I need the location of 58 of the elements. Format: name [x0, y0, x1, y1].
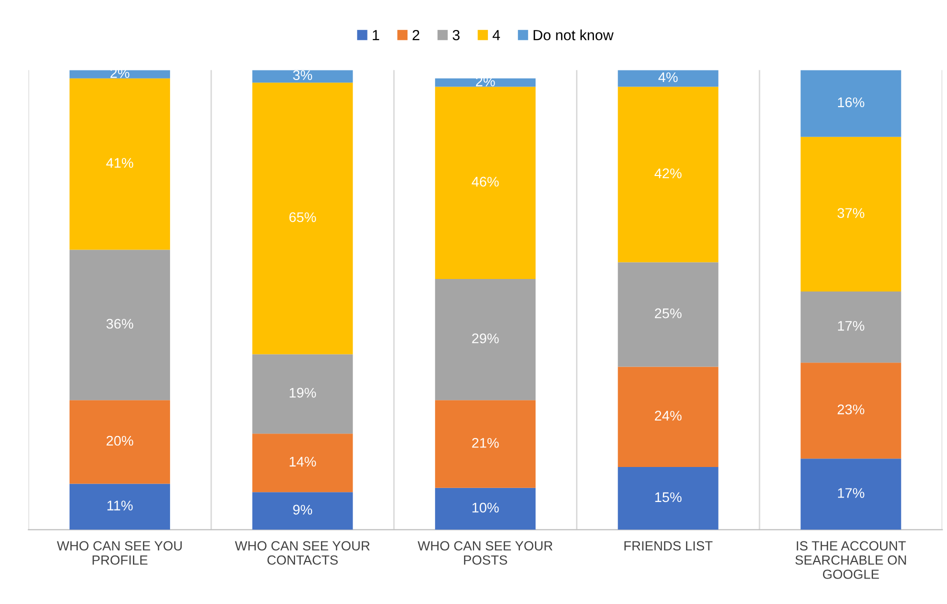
data-label: 41% [106, 158, 134, 168]
bar [435, 78, 536, 87]
bar [800, 136, 902, 292]
data-label: 15% [655, 492, 682, 502]
data-label: 9% [293, 504, 312, 515]
data-label: 10% [472, 502, 499, 513]
bar [618, 467, 718, 530]
bar [618, 366, 718, 468]
bar [252, 434, 353, 492]
data-label: 21% [472, 438, 499, 448]
data-label: 4% [658, 72, 678, 82]
x-tick-label: FRIENDS LIST [624, 541, 713, 551]
data-label: 11% [107, 500, 133, 510]
data-label: 65% [289, 212, 316, 222]
bar [435, 86, 536, 279]
bar [252, 492, 353, 530]
x-tick-label: WHO CAN SEE YOU PROFILE [56, 541, 182, 565]
data-label: 23% [838, 404, 864, 414]
bar [70, 484, 170, 530]
data-label: 25% [654, 308, 682, 318]
x-tick-label: WHO CAN SEE YOUR POSTS [418, 541, 552, 565]
legend-label: 2 [412, 30, 420, 40]
bar [252, 70, 353, 83]
bar [800, 292, 902, 363]
data-label: 3% [293, 70, 312, 80]
data-label: 17% [838, 488, 864, 498]
bar [70, 250, 170, 400]
x-tick-label: IS THE ACCOUNT SEARCHABLE ON GOOGLE [795, 541, 906, 579]
data-label: 20% [106, 436, 134, 446]
x-tick-label: WHO CAN SEE YOUR CONTACTS [234, 541, 370, 565]
bar [70, 400, 170, 484]
data-label: 36% [106, 318, 134, 329]
legend-label: 1 [372, 30, 380, 40]
data-label: 46% [472, 176, 499, 187]
data-label: 42% [654, 168, 682, 178]
legend-label: 3 [452, 30, 460, 40]
bar [800, 70, 902, 137]
bar [800, 458, 902, 530]
bar [800, 362, 902, 459]
bar [70, 70, 170, 78]
bar [618, 70, 718, 87]
data-label: 24% [654, 410, 682, 421]
data-label: 14% [290, 456, 316, 467]
legend-label: Do not know [534, 30, 614, 40]
data-label: 29% [472, 333, 499, 344]
bar [618, 86, 718, 262]
legend-label: 4 [492, 30, 500, 40]
data-label: 37% [838, 208, 864, 218]
data-label: 16% [838, 97, 864, 108]
bar [435, 400, 536, 488]
bar [70, 78, 170, 250]
bar [435, 488, 536, 530]
bar [252, 354, 353, 434]
bar [252, 82, 353, 354]
bar [435, 278, 536, 400]
bar [618, 262, 718, 367]
data-label: 19% [290, 388, 316, 398]
data-label: 17% [838, 321, 864, 331]
